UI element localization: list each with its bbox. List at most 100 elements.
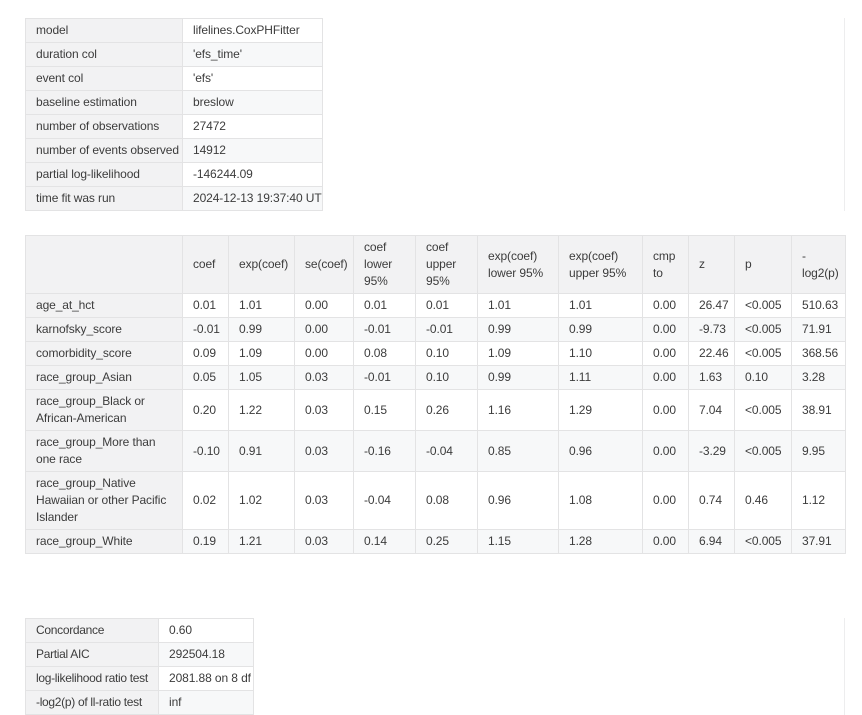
cell-z: 26.47 <box>688 293 735 318</box>
cell-coef: 0.09 <box>182 341 229 366</box>
table-row: race_group_White 0.19 1.21 0.03 0.14 0.2… <box>25 529 846 554</box>
table-row: race_group_Black or African-American 0.2… <box>25 389 846 431</box>
cell-se-coef: 0.03 <box>294 430 354 472</box>
row-label: model <box>25 18 183 43</box>
covariate-label: karnofsky_score <box>25 317 183 342</box>
column-header-coef-lower-95: coef lower 95% <box>353 235 416 294</box>
cell-exp-coef-upper-95: 1.11 <box>558 365 643 390</box>
cell-coef: -0.01 <box>182 317 229 342</box>
cell-exp-coef-upper-95: 1.28 <box>558 529 643 554</box>
cell-z: 6.94 <box>688 529 735 554</box>
cell-exp-coef-lower-95: 0.99 <box>477 317 559 342</box>
cell-coef-upper-95: 0.10 <box>415 341 478 366</box>
coefficients-table: coef exp(coef) se(coef) coef lower 95% c… <box>25 235 846 554</box>
table-row: number of observations 27472 <box>25 114 323 139</box>
table-row: karnofsky_score -0.01 0.99 0.00 -0.01 -0… <box>25 317 846 342</box>
row-value: 0.60 <box>158 618 254 643</box>
table-row: event col 'efs' <box>25 66 323 91</box>
row-label: number of events observed <box>25 138 183 163</box>
cell-neg-log2-p: 368.56 <box>791 341 846 366</box>
table-row: number of events observed 14912 <box>25 138 323 163</box>
cell-coef-upper-95: -0.04 <box>415 430 478 472</box>
cell-exp-coef: 1.02 <box>228 471 295 530</box>
row-value: 14912 <box>182 138 323 163</box>
cell-z: -3.29 <box>688 430 735 472</box>
cell-cmp-to: 0.00 <box>642 293 689 318</box>
cell-exp-coef: 1.21 <box>228 529 295 554</box>
cell-cmp-to: 0.00 <box>642 389 689 431</box>
cell-se-coef: 0.00 <box>294 293 354 318</box>
cell-exp-coef-upper-95: 0.96 <box>558 430 643 472</box>
cell-exp-coef: 1.05 <box>228 365 295 390</box>
cell-p: <0.005 <box>734 529 792 554</box>
table-row: comorbidity_score 0.09 1.09 0.00 0.08 0.… <box>25 341 846 366</box>
cell-coef-upper-95: 0.10 <box>415 365 478 390</box>
cell-p: 0.10 <box>734 365 792 390</box>
cell-coef-lower-95: -0.01 <box>353 365 416 390</box>
row-value: 'efs' <box>182 66 323 91</box>
cell-p: <0.005 <box>734 341 792 366</box>
cell-neg-log2-p: 38.91 <box>791 389 846 431</box>
column-header-neg-log2-p: -log2(p) <box>791 235 846 294</box>
cell-p: <0.005 <box>734 293 792 318</box>
cell-p: <0.005 <box>734 430 792 472</box>
table-row: race_group_Asian 0.05 1.05 0.03 -0.01 0.… <box>25 365 846 390</box>
cell-exp-coef-lower-95: 1.01 <box>477 293 559 318</box>
row-value: -146244.09 <box>182 162 323 187</box>
row-value: 27472 <box>182 114 323 139</box>
table-row: race_group_More than one race -0.10 0.91… <box>25 430 846 472</box>
row-label: event col <box>25 66 183 91</box>
cell-exp-coef-upper-95: 1.29 <box>558 389 643 431</box>
coefficients-section: coef exp(coef) se(coef) coef lower 95% c… <box>25 235 846 554</box>
cell-exp-coef-lower-95: 0.96 <box>477 471 559 530</box>
cell-exp-coef-lower-95: 1.15 <box>477 529 559 554</box>
table-row: partial log-likelihood -146244.09 <box>25 162 323 187</box>
cell-exp-coef: 1.01 <box>228 293 295 318</box>
covariate-label: race_group_Black or African-American <box>25 389 183 431</box>
cell-coef-lower-95: 0.15 <box>353 389 416 431</box>
column-header-blank <box>25 235 183 294</box>
column-header-se-coef: se(coef) <box>294 235 354 294</box>
cell-exp-coef: 1.09 <box>228 341 295 366</box>
cell-coef-upper-95: 0.01 <box>415 293 478 318</box>
cell-coef: 0.20 <box>182 389 229 431</box>
cell-se-coef: 0.03 <box>294 471 354 530</box>
cell-z: 7.04 <box>688 389 735 431</box>
cell-coef: 0.05 <box>182 365 229 390</box>
fit-statistics-table: Concordance 0.60 Partial AIC 292504.18 l… <box>25 618 254 715</box>
cell-cmp-to: 0.00 <box>642 365 689 390</box>
cell-z: 1.63 <box>688 365 735 390</box>
cell-neg-log2-p: 3.28 <box>791 365 846 390</box>
cell-neg-log2-p: 37.91 <box>791 529 846 554</box>
cell-exp-coef-upper-95: 1.01 <box>558 293 643 318</box>
cell-exp-coef-upper-95: 0.99 <box>558 317 643 342</box>
coefficients-header-row: coef exp(coef) se(coef) coef lower 95% c… <box>25 235 846 294</box>
cell-exp-coef: 0.99 <box>228 317 295 342</box>
column-header-p: p <box>734 235 792 294</box>
cell-coef-lower-95: -0.04 <box>353 471 416 530</box>
row-value: 292504.18 <box>158 642 254 667</box>
cell-exp-coef-upper-95: 1.08 <box>558 471 643 530</box>
cell-p: <0.005 <box>734 389 792 431</box>
cell-exp-coef-lower-95: 0.99 <box>477 365 559 390</box>
cell-p: 0.46 <box>734 471 792 530</box>
cell-p: <0.005 <box>734 317 792 342</box>
cell-exp-coef-lower-95: 0.85 <box>477 430 559 472</box>
column-header-exp-coef-lower-95: exp(coef) lower 95% <box>477 235 559 294</box>
row-value: breslow <box>182 90 323 115</box>
table-row: model lifelines.CoxPHFitter <box>25 18 323 43</box>
row-label: time fit was run <box>25 186 183 211</box>
table-row: time fit was run 2024-12-13 19:37:40 UTC <box>25 186 323 211</box>
cell-coef: -0.10 <box>182 430 229 472</box>
row-value: 2081.88 on 8 df <box>158 666 254 691</box>
cell-coef-upper-95: 0.08 <box>415 471 478 530</box>
cell-coef-lower-95: 0.08 <box>353 341 416 366</box>
cell-coef-lower-95: -0.16 <box>353 430 416 472</box>
row-label: baseline estimation <box>25 90 183 115</box>
cell-z: -9.73 <box>688 317 735 342</box>
cell-coef-upper-95: 0.26 <box>415 389 478 431</box>
cell-cmp-to: 0.00 <box>642 341 689 366</box>
cell-se-coef: 0.00 <box>294 317 354 342</box>
cell-exp-coef: 1.22 <box>228 389 295 431</box>
cell-cmp-to: 0.00 <box>642 471 689 530</box>
